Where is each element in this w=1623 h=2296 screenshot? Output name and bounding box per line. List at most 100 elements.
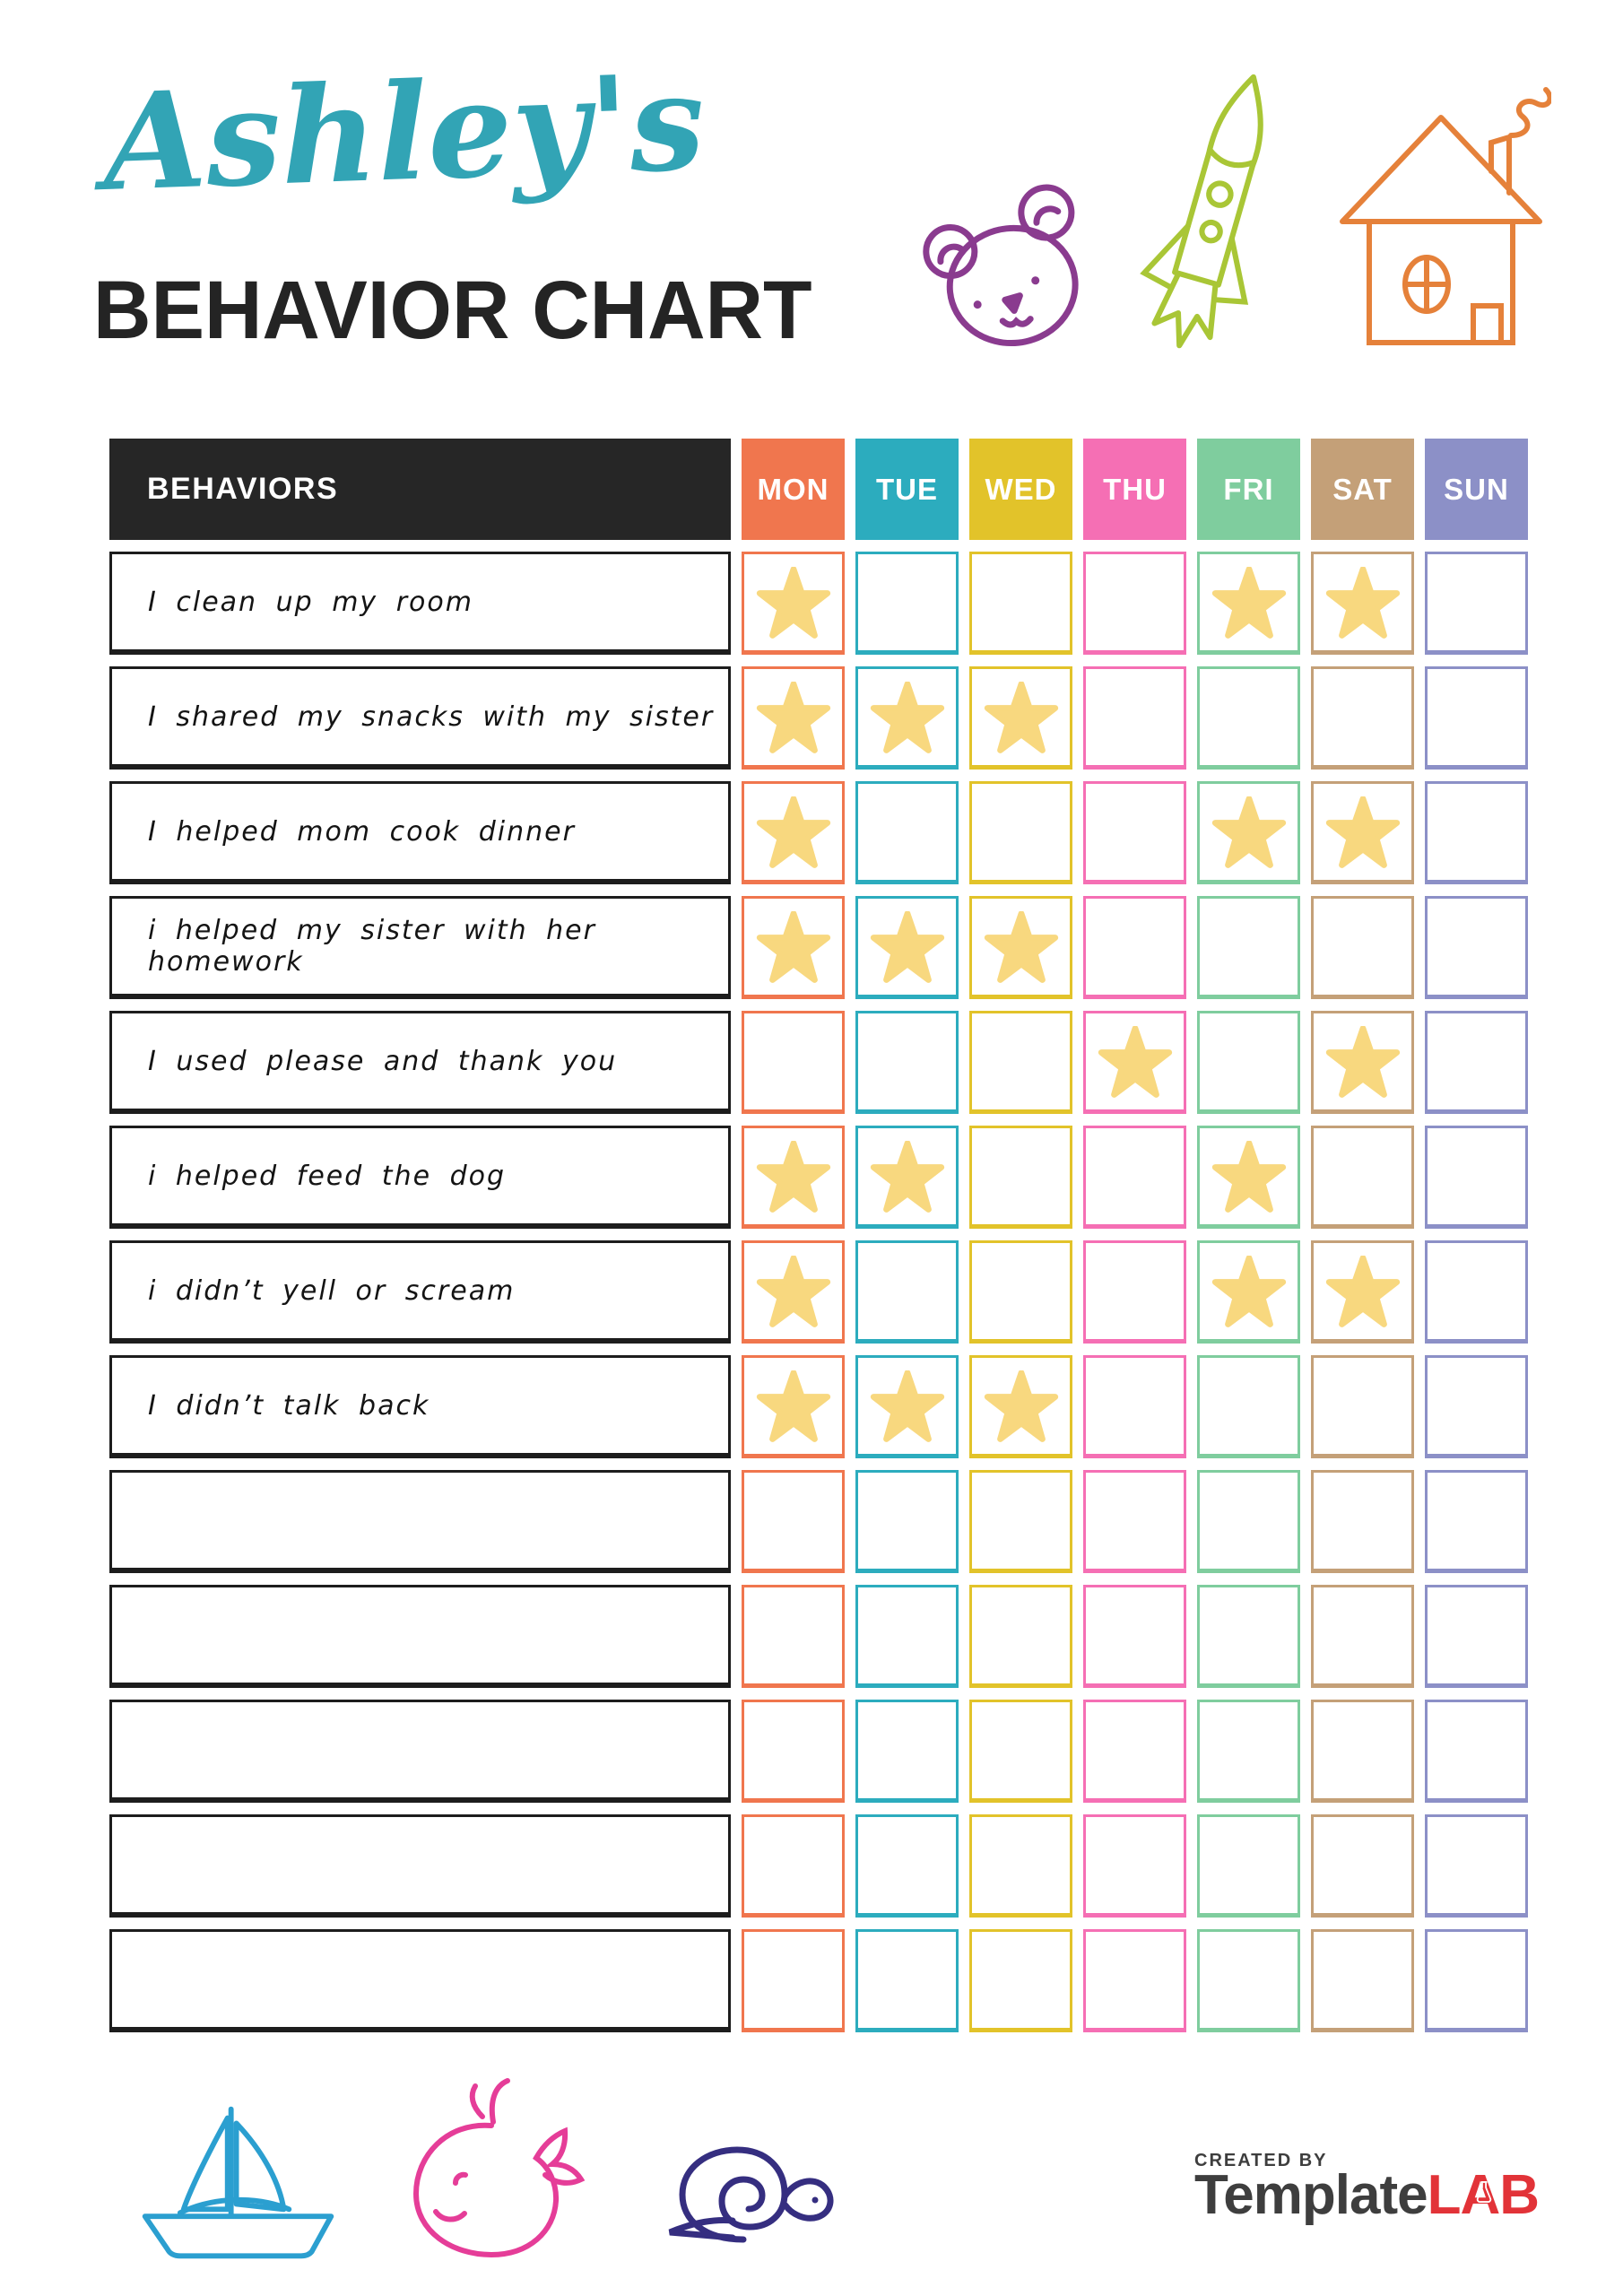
check-cell-7-fri[interactable] [1197,1355,1300,1458]
check-cell-2-sun[interactable] [1425,781,1528,884]
check-cell-12-mon[interactable] [742,1929,845,2032]
check-cell-12-wed[interactable] [969,1929,1072,2032]
check-cell-12-tue[interactable] [855,1929,959,2032]
check-cell-11-mon[interactable] [742,1814,845,1918]
check-cell-11-fri[interactable] [1197,1814,1300,1918]
check-cell-6-tue[interactable] [855,1240,959,1344]
check-cell-7-thu[interactable] [1083,1355,1186,1458]
check-cell-0-sat[interactable] [1311,552,1414,655]
check-cell-2-thu[interactable] [1083,781,1186,884]
check-cell-8-fri[interactable] [1197,1470,1300,1573]
check-cell-9-sun[interactable] [1425,1585,1528,1688]
check-cell-2-fri[interactable] [1197,781,1300,884]
check-cell-1-thu[interactable] [1083,666,1186,770]
check-cell-6-fri[interactable] [1197,1240,1300,1344]
check-cell-8-thu[interactable] [1083,1470,1186,1573]
check-cell-2-mon[interactable] [742,781,845,884]
check-cell-5-sat[interactable] [1311,1126,1414,1229]
check-cell-12-sat[interactable] [1311,1929,1414,2032]
check-cell-11-thu[interactable] [1083,1814,1186,1918]
check-cell-8-sat[interactable] [1311,1470,1414,1573]
check-cell-9-sat[interactable] [1311,1585,1414,1688]
check-cell-8-wed[interactable] [969,1470,1072,1573]
check-cell-3-fri[interactable] [1197,896,1300,999]
star-icon [1211,796,1286,868]
check-cell-0-sun[interactable] [1425,552,1528,655]
check-cell-6-sat[interactable] [1311,1240,1414,1344]
check-cell-9-mon[interactable] [742,1585,845,1688]
check-cell-11-sun[interactable] [1425,1814,1528,1918]
check-cell-1-fri[interactable] [1197,666,1300,770]
check-cell-5-fri[interactable] [1197,1126,1300,1229]
check-cell-4-tue[interactable] [855,1011,959,1114]
check-cell-3-tue[interactable] [855,896,959,999]
check-cell-6-wed[interactable] [969,1240,1072,1344]
star-icon [1325,1255,1400,1327]
check-cell-2-sat[interactable] [1311,781,1414,884]
day-header-thu: THU [1083,439,1186,540]
check-cell-4-wed[interactable] [969,1011,1072,1114]
check-cell-12-thu[interactable] [1083,1929,1186,2032]
check-cell-5-sun[interactable] [1425,1126,1528,1229]
check-cell-7-sat[interactable] [1311,1355,1414,1458]
check-cell-10-sat[interactable] [1311,1700,1414,1803]
check-cell-8-sun[interactable] [1425,1470,1528,1573]
check-cell-9-wed[interactable] [969,1585,1072,1688]
check-cell-10-thu[interactable] [1083,1700,1186,1803]
check-cell-4-sun[interactable] [1425,1011,1528,1114]
check-cell-5-tue[interactable] [855,1126,959,1229]
check-cell-1-sat[interactable] [1311,666,1414,770]
check-cell-7-mon[interactable] [742,1355,845,1458]
check-cell-1-tue[interactable] [855,666,959,770]
check-cell-8-tue[interactable] [855,1470,959,1573]
check-cell-3-mon[interactable] [742,896,845,999]
check-cell-11-tue[interactable] [855,1814,959,1918]
check-cell-10-tue[interactable] [855,1700,959,1803]
check-cell-5-thu[interactable] [1083,1126,1186,1229]
check-cell-3-wed[interactable] [969,896,1072,999]
check-cell-10-sun[interactable] [1425,1700,1528,1803]
check-cell-7-wed[interactable] [969,1355,1072,1458]
check-cell-4-mon[interactable] [742,1011,845,1114]
check-cell-9-fri[interactable] [1197,1585,1300,1688]
check-cell-0-fri[interactable] [1197,552,1300,655]
brand-lab: LAB [1428,2166,1540,2224]
check-cell-1-wed[interactable] [969,666,1072,770]
check-cell-2-tue[interactable] [855,781,959,884]
check-cell-4-thu[interactable] [1083,1011,1186,1114]
check-cell-10-fri[interactable] [1197,1700,1300,1803]
check-cell-5-wed[interactable] [969,1126,1072,1229]
check-cell-6-mon[interactable] [742,1240,845,1344]
check-cell-9-thu[interactable] [1083,1585,1186,1688]
check-cell-7-sun[interactable] [1425,1355,1528,1458]
check-cell-8-mon[interactable] [742,1470,845,1573]
check-cell-5-mon[interactable] [742,1126,845,1229]
check-cell-2-wed[interactable] [969,781,1072,884]
check-cell-10-wed[interactable] [969,1700,1072,1803]
check-cell-3-thu[interactable] [1083,896,1186,999]
check-cell-1-mon[interactable] [742,666,845,770]
check-cell-11-sat[interactable] [1311,1814,1414,1918]
check-cell-4-sat[interactable] [1311,1011,1414,1114]
behavior-label-9 [109,1585,731,1688]
check-cell-3-sat[interactable] [1311,896,1414,999]
check-cell-1-sun[interactable] [1425,666,1528,770]
star-icon [756,1140,830,1213]
check-cell-9-tue[interactable] [855,1585,959,1688]
check-cell-11-wed[interactable] [969,1814,1072,1918]
check-cell-10-mon[interactable] [742,1700,845,1803]
check-cell-12-fri[interactable] [1197,1929,1300,2032]
check-cell-0-wed[interactable] [969,552,1072,655]
check-cell-12-sun[interactable] [1425,1929,1528,2032]
check-cell-7-tue[interactable] [855,1355,959,1458]
templatelab-logo: CREATED BY TemplateLAB [1194,2151,1540,2224]
check-cell-0-thu[interactable] [1083,552,1186,655]
check-cell-0-tue[interactable] [855,552,959,655]
check-cell-6-sun[interactable] [1425,1240,1528,1344]
check-cell-6-thu[interactable] [1083,1240,1186,1344]
check-cell-0-mon[interactable] [742,552,845,655]
check-cell-3-sun[interactable] [1425,896,1528,999]
star-icon [756,1255,830,1327]
brand-wordmark: TemplateLAB [1194,2166,1540,2224]
check-cell-4-fri[interactable] [1197,1011,1300,1114]
